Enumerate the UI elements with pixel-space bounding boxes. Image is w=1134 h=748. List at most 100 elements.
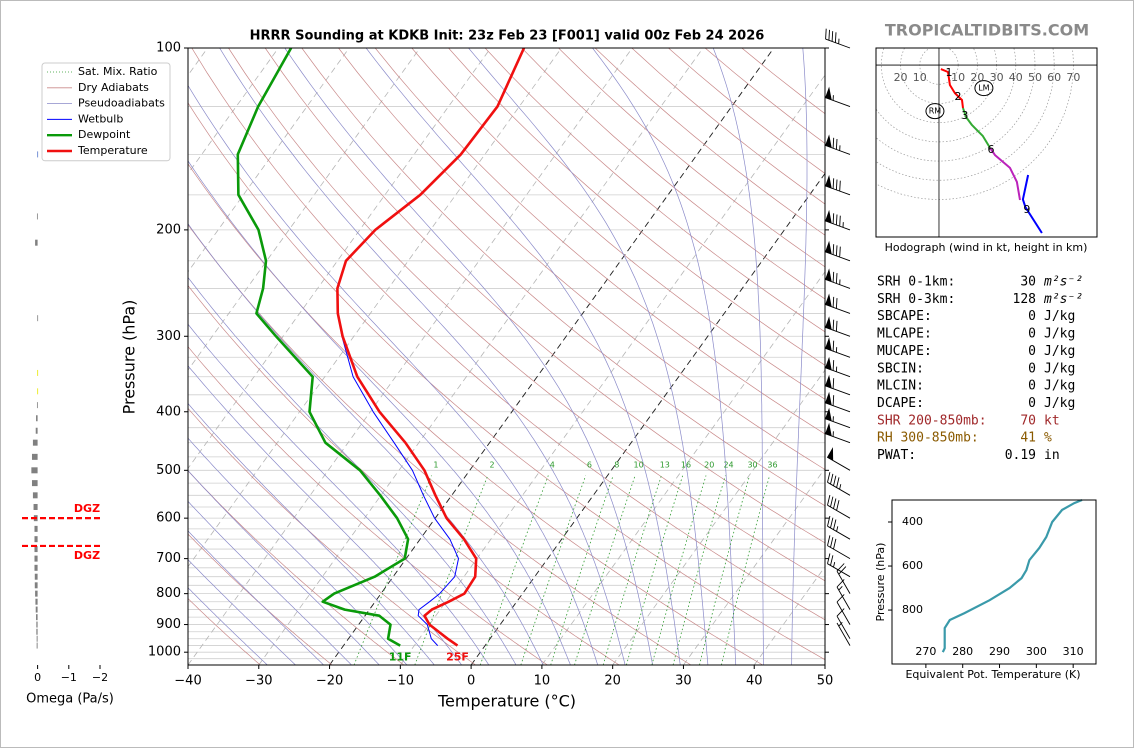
thetae-y-tick-label: 600 bbox=[902, 559, 923, 572]
wind-barb bbox=[836, 594, 851, 625]
wind-barb bbox=[825, 134, 851, 155]
mixing-ratio-label: 4 bbox=[550, 461, 555, 470]
axes-frame bbox=[187, 47, 826, 666]
stat-label: SHR 200-850mb: bbox=[877, 413, 987, 428]
pseudoadiabat bbox=[188, 402, 435, 665]
omega-x-tick-label: −2 bbox=[92, 671, 108, 684]
stat-unit: J/kg bbox=[1044, 309, 1075, 324]
omega-bar bbox=[34, 536, 38, 543]
omega-bar bbox=[37, 315, 39, 322]
dry-adiabat bbox=[301, 48, 825, 507]
y-tick-label: 300 bbox=[156, 329, 181, 344]
pseudoadiabat bbox=[188, 276, 517, 665]
thetae-frame bbox=[891, 499, 1097, 665]
stat-label: SBCAPE: bbox=[877, 309, 932, 324]
omega-bar bbox=[32, 492, 38, 499]
hodograph-ring-label: 40 bbox=[1009, 71, 1023, 84]
isotherm bbox=[188, 48, 492, 470]
dry-adiabat bbox=[188, 470, 405, 665]
wind-barb bbox=[836, 608, 851, 639]
stat-label: DCAPE: bbox=[877, 396, 924, 411]
y-tick-label: 800 bbox=[156, 586, 181, 601]
omega-x-tick-label: 0 bbox=[34, 671, 41, 684]
dry-adiabat bbox=[521, 48, 825, 300]
height-label: 3 bbox=[961, 109, 968, 122]
thetae-x-tick-label: 300 bbox=[1026, 645, 1047, 658]
mixing-ratio-label: 8 bbox=[614, 461, 619, 470]
omega-bar bbox=[35, 427, 38, 434]
thetae-x-tick-label: 280 bbox=[952, 645, 973, 658]
omega-bar bbox=[31, 480, 38, 487]
pseudoadiabat bbox=[188, 470, 380, 665]
y-tick-label: 400 bbox=[156, 404, 181, 419]
wind-barb bbox=[836, 563, 851, 594]
wind-barb bbox=[827, 553, 851, 578]
x-tick-label: 50 bbox=[817, 674, 834, 689]
pseudoadiabat bbox=[188, 437, 408, 665]
y-tick-label: 500 bbox=[156, 463, 181, 478]
hodograph-ring-label: 30 bbox=[990, 71, 1004, 84]
mixing-ratio-line bbox=[479, 475, 549, 665]
hodograph-ring-label: 60 bbox=[1047, 71, 1061, 84]
stat-label: SRH 0-3km: bbox=[877, 292, 955, 307]
wind-barb bbox=[825, 293, 851, 314]
hodograph-caption: Hodograph (wind in kt, height in km) bbox=[885, 241, 1088, 254]
dry-adiabat bbox=[338, 48, 825, 470]
highlight-isotherm bbox=[470, 172, 825, 665]
wind-barb bbox=[825, 209, 851, 231]
stat-unit: J/kg bbox=[1044, 344, 1075, 359]
dry-adiabat bbox=[374, 48, 825, 435]
hodograph-trace bbox=[1021, 174, 1043, 234]
stat-label: MUCAPE: bbox=[877, 344, 932, 359]
stat-unit: J/kg bbox=[1044, 396, 1075, 411]
mixing-ratio-line bbox=[602, 475, 662, 665]
isotherm bbox=[188, 48, 633, 665]
dry-adiabat bbox=[188, 346, 548, 665]
hodograph-ring-label: 20 bbox=[970, 71, 984, 84]
wind-barb bbox=[825, 422, 851, 444]
y-tick-label: 100 bbox=[156, 41, 181, 56]
x-tick-label: −20 bbox=[316, 674, 343, 689]
mixing-ratio-line bbox=[721, 475, 770, 665]
legend-label: Dewpoint bbox=[78, 128, 131, 141]
omega-bar bbox=[36, 628, 38, 635]
omega-bar bbox=[36, 213, 38, 220]
x-tick-label: −10 bbox=[387, 674, 414, 689]
stat-label: PWAT: bbox=[877, 448, 916, 463]
stat-unit: % bbox=[1044, 431, 1052, 446]
omega-bar bbox=[37, 151, 39, 158]
dry-adiabat bbox=[188, 533, 333, 665]
omega-bar bbox=[36, 415, 38, 422]
omega-bar bbox=[36, 642, 38, 649]
omega-bar bbox=[31, 467, 38, 474]
wind-barb bbox=[827, 535, 851, 559]
dry-adiabat bbox=[484, 48, 825, 333]
legend-label: Sat. Mix. Ratio bbox=[78, 65, 158, 78]
x-tick-label: −30 bbox=[245, 674, 272, 689]
legend-label: Temperature bbox=[77, 144, 148, 157]
pseudoadiabat bbox=[712, 48, 765, 665]
omega-axis-label: Omega (Pa/s) bbox=[26, 692, 114, 707]
pseudoadiabat bbox=[188, 160, 571, 665]
dry-adiabat bbox=[188, 598, 261, 665]
x-tick-label: 20 bbox=[604, 674, 621, 689]
wind-barb bbox=[827, 472, 851, 496]
mixing-ratio-label: 2 bbox=[489, 461, 494, 470]
omega-bar bbox=[33, 503, 38, 510]
stat-label: MLCIN: bbox=[877, 379, 924, 394]
wind-barb bbox=[825, 356, 851, 378]
wind-barb bbox=[825, 28, 851, 49]
legend-label: Wetbulb bbox=[78, 112, 123, 125]
pseudoadiabat bbox=[188, 530, 324, 665]
thetae-x-tick-label: 290 bbox=[989, 645, 1010, 658]
stat-value: 0 bbox=[1028, 309, 1036, 324]
mixing-ratio-line bbox=[672, 475, 726, 665]
omega-bar bbox=[37, 388, 39, 395]
legend-box bbox=[41, 62, 171, 162]
omega-bar bbox=[36, 614, 38, 621]
omega-bar bbox=[34, 582, 38, 589]
storm-motion-marker bbox=[974, 80, 994, 97]
pseudoadiabat bbox=[188, 500, 352, 665]
profile-line bbox=[336, 48, 526, 647]
